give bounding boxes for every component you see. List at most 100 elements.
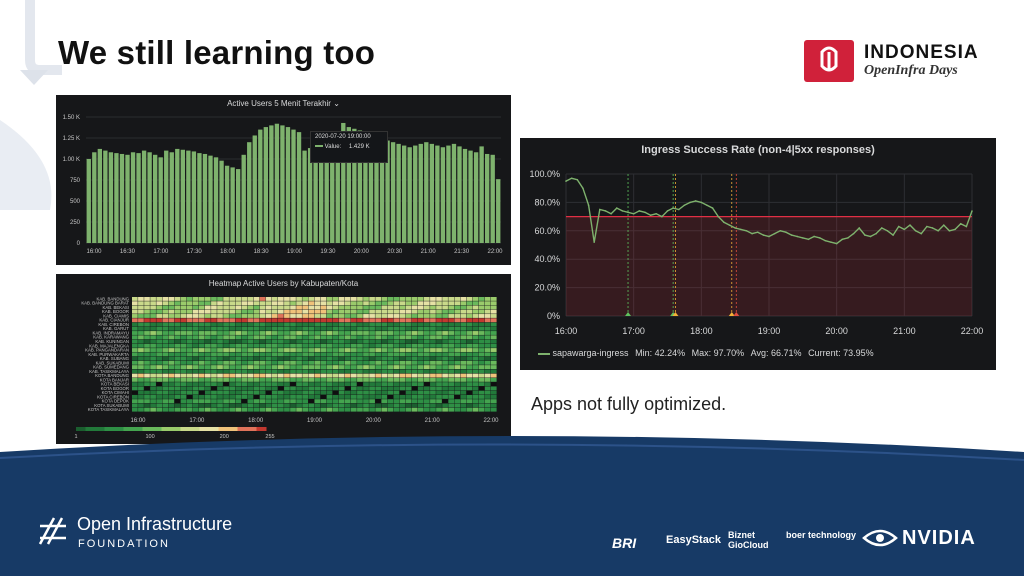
heatmap-cell [253, 322, 260, 327]
heatmap-cell [393, 318, 400, 323]
heatmap-cell [484, 360, 491, 365]
heatmap-cell [253, 348, 260, 352]
heatmap-cell [162, 399, 169, 404]
heatmap-cell [381, 352, 388, 357]
heatmap-cell [411, 360, 418, 365]
heatmap-cell [399, 369, 406, 374]
heatmap-cell [235, 309, 242, 314]
heatmap-scale-segment [223, 427, 229, 431]
active-users-panel-title[interactable]: Active Users 5 Menit Terakhir ⌄ [227, 99, 340, 108]
ingress-data-point [711, 207, 714, 209]
heatmap-cell [211, 326, 217, 331]
heatmap-cell [357, 322, 363, 327]
heatmap-cell [192, 339, 199, 344]
heatmap-cell [490, 399, 497, 404]
ingress-data-point [943, 224, 945, 226]
heatmap-cell [132, 335, 138, 340]
line-x-tick-label: 22:00 [961, 326, 984, 336]
heatmap-cell [369, 407, 375, 412]
heatmap-cell [344, 326, 351, 331]
heatmap-cell [357, 326, 363, 331]
sponsor-boer-logo: boer technology [786, 530, 857, 540]
heatmap-cell [284, 382, 290, 387]
heatmap-cell [448, 297, 455, 301]
heatmap-cell [253, 343, 260, 348]
heatmap-cell [436, 305, 442, 310]
heatmap-cell [150, 394, 156, 399]
heatmap-cell [436, 339, 442, 344]
active-users-bar [247, 142, 252, 243]
heatmap-cell [217, 377, 223, 382]
heatmap-cell [424, 369, 430, 374]
heatmap-cell [424, 297, 430, 301]
ingress-legend[interactable]: sapawarga-ingress Min: 42.24% Max: 97.70… [538, 348, 874, 358]
heatmap-cell [247, 348, 254, 352]
heatmap-cell [235, 331, 242, 335]
ingress-data-point [576, 178, 579, 181]
heatmap-cell [205, 297, 211, 301]
heatmap-cell [302, 335, 309, 340]
heatmap-cell [448, 399, 455, 404]
heatmap-cell [436, 335, 442, 340]
heatmap-cell [217, 394, 223, 399]
heatmap-cell [296, 301, 302, 306]
heatmap-cell [375, 326, 382, 331]
heatmap-cell [150, 356, 156, 361]
heatmap-cell [344, 348, 351, 352]
heatmap-cell [205, 322, 211, 327]
heatmap-cell [253, 305, 260, 310]
line-x-tick-label: 20:00 [825, 326, 848, 336]
active-users-bar [92, 152, 97, 243]
heatmap-cell [442, 360, 448, 365]
active-users-bar [186, 150, 191, 243]
heatmap-cell [241, 403, 248, 408]
heatmap-cell [326, 322, 333, 327]
heatmap-row-label: KAB. MAJALENGKA [89, 343, 129, 348]
heatmap-cell [466, 369, 473, 374]
heatmap-cell [217, 331, 223, 335]
heatmap-cell [259, 390, 266, 395]
heatmap-cell [223, 403, 229, 408]
heatmap-cell [223, 399, 229, 404]
heatmap-cell [284, 343, 290, 348]
heatmap-cell [472, 318, 479, 323]
heatmap-cell [156, 305, 163, 310]
heatmap-cell [302, 331, 309, 335]
heatmap-cell [332, 335, 339, 340]
heatmap-cell [478, 386, 485, 391]
heatmap-cell [144, 339, 150, 344]
heatmap-row-label: KAB. PANGANDARAN [85, 348, 129, 353]
heatmap-cell [375, 314, 382, 318]
heatmap-cell [411, 369, 418, 374]
heatmap-cell [229, 297, 236, 301]
heatmap-cell [180, 390, 187, 395]
heatmap-cell [344, 399, 351, 404]
heatmap-cell [369, 318, 375, 323]
heatmap-cell [180, 348, 187, 352]
heatmap-cell [381, 309, 388, 314]
ingress-data-point [954, 228, 956, 231]
heatmap-cell [490, 403, 497, 408]
heatmap-cell [198, 326, 205, 331]
heatmap-cell [174, 369, 181, 374]
heatmap-cell [198, 352, 205, 357]
heatmap-cell [211, 373, 217, 378]
heatmap-row-label: KAB. TASIKMALAYA [89, 369, 129, 374]
heatmap-cell [192, 386, 199, 391]
heatmap-cell [472, 339, 479, 344]
heatmap-cell [138, 356, 144, 361]
heatmap-cell [132, 356, 138, 361]
heatmap-cell [174, 356, 181, 361]
active-users-bar [330, 148, 335, 243]
heatmap-cell [150, 305, 156, 310]
heatmap-cell [466, 335, 473, 340]
heatmap-cell [320, 360, 327, 365]
heatmap-cell [344, 369, 351, 374]
heatmap-cell [144, 356, 150, 361]
heatmap-cell [168, 403, 175, 408]
heatmap-cell [478, 339, 485, 344]
heatmap-cell [417, 356, 424, 361]
oif-foundation: FOUNDATION [78, 538, 170, 550]
heatmap-cell [168, 305, 175, 310]
heatmap-cell [363, 343, 369, 348]
